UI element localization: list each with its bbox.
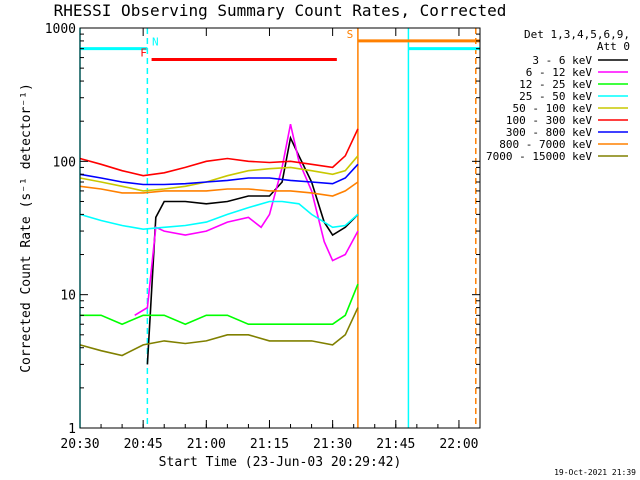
legend-label-7: 800 - 7000 keV xyxy=(499,138,592,151)
legend-label-2: 12 - 25 keV xyxy=(519,78,592,91)
legend-header-0: Det 1,3,4,5,6,9, xyxy=(524,28,630,41)
series-line-4 xyxy=(79,155,359,192)
x-tick-label-1: 20:45 xyxy=(124,437,163,452)
series-line-8 xyxy=(79,307,359,357)
flag-label-2: F xyxy=(140,47,147,60)
flag-bars: NF S xyxy=(80,28,480,62)
flag-label-0: N xyxy=(152,36,159,49)
series-line-6 xyxy=(79,163,359,186)
legend-label-5: 100 - 300 keV xyxy=(506,114,592,127)
legend-label-0: 3 - 6 keV xyxy=(532,54,592,67)
x-tick-label-5: 21:45 xyxy=(376,437,415,452)
series-lines xyxy=(79,124,359,365)
x-tick-label-2: 21:00 xyxy=(187,437,226,452)
legend-header-1: Att 0 xyxy=(597,40,630,53)
legend-label-3: 25 - 50 keV xyxy=(519,90,592,103)
series-line-1 xyxy=(134,124,359,316)
y-tick-label-0: 1 xyxy=(68,422,76,437)
legend-label-8: 7000 - 15000 keV xyxy=(486,150,592,163)
legend-label-4: 50 - 100 keV xyxy=(513,102,593,115)
legend-label-6: 300 - 800 keV xyxy=(506,126,592,139)
y-tick-label-3: 1000 xyxy=(45,22,76,37)
x-axis-label: Start Time (23-Jun-03 20:29:42) xyxy=(159,455,402,470)
flag-label-3: S xyxy=(347,28,354,41)
y-tick-label-2: 100 xyxy=(53,155,76,170)
x-tick-label-3: 21:15 xyxy=(250,437,289,452)
series-line-2 xyxy=(80,283,359,326)
y-axis-label: Corrected Count Rate (s⁻¹ detector⁻¹) xyxy=(19,83,34,373)
plot-frame xyxy=(79,27,481,429)
x-tick-label-0: 20:30 xyxy=(60,437,99,452)
x-tick-label-6: 22:00 xyxy=(439,437,478,452)
legend-label-1: 6 - 12 keV xyxy=(526,66,593,79)
axes: 20:30 20:45 21:00 21:15 21:30 21:45 22:00 1 10 10… xyxy=(45,22,481,452)
x-tick-label-4: 21:30 xyxy=(313,437,352,452)
footer-timestamp: 19-Oct-2021 21:39 xyxy=(554,468,636,477)
y-tick-label-1: 10 xyxy=(60,289,76,304)
series-line-5 xyxy=(79,128,359,177)
series-line-3 xyxy=(79,200,359,231)
series-line-7 xyxy=(79,181,359,197)
chart-title: RHESSI Observing Summary Count Rates, Co… xyxy=(54,1,507,20)
